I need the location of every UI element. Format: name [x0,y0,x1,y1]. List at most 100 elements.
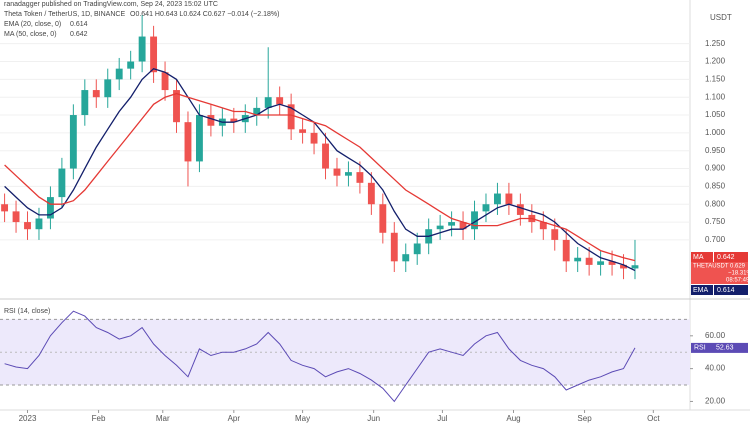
y-tick-label: 1.100 [705,92,726,101]
close-tag-value: 0.629 [730,264,746,270]
x-tick-label: Jun [367,414,380,423]
rsi-tag-name: RSI [694,345,706,352]
x-tick-label: Jul [437,414,447,423]
rsi-tag-value: 52.63 [716,345,734,352]
indicator-line [4,67,636,272]
candle-body [92,90,100,98]
x-tick-label: 2023 [19,414,37,423]
publisher: ranadagger published on TradingView.com,… [4,1,218,8]
y-tick-label: 0.700 [705,235,726,244]
rsi-tag [691,342,748,353]
rsi-line [4,310,636,403]
candle-body [299,129,307,133]
candle-body [539,222,547,230]
candle-body [173,90,180,123]
candle-body [585,257,593,265]
candle-body [436,225,444,230]
price-tag [691,252,713,262]
candle-body [390,232,398,262]
candle-body [631,265,639,269]
candle-body [35,218,43,230]
candle-body [207,115,215,126]
legend-value: 0.642 [70,31,88,38]
candle-body [81,90,89,116]
candle-body [115,68,123,80]
candle-body [448,222,456,226]
candle-body [471,211,478,230]
y-tick-label: 1.250 [705,39,726,48]
y-tick-label: 0.750 [705,217,726,226]
candle-body [195,115,203,162]
candle-body [345,172,352,176]
candle-body [413,243,421,255]
legend-value: 0.614 [70,21,88,28]
candle-body [402,254,410,262]
candle-body [482,204,490,212]
x-tick-label: Aug [506,414,520,423]
candle-body [608,261,616,265]
candle-body [253,107,261,116]
x-tick-label: Oct [647,414,660,423]
x-tick-label: Mar [156,414,170,423]
symbol-tag: THETAUSDT [693,264,729,270]
candle-body [494,193,501,205]
candle-body [620,264,627,269]
candle-body [516,204,524,215]
y-tick-label: 40.00 [705,364,726,373]
symbol-title: Theta Token / TetherUS, 1D, BINANCE [4,11,125,18]
y-tick-label: 1.200 [705,57,726,66]
legend-entry: MA (50, close, 0) [4,31,57,38]
candle-body [24,222,31,230]
x-tick-label: May [295,414,310,423]
ohlc-legend: O0.641 H0.643 L0.624 C0.627 −0.014 (−2.1… [130,11,279,18]
price-tag-box [691,262,748,284]
candle-body [505,193,513,205]
candle-body [150,36,158,73]
price-tag-value-box [714,252,748,262]
candle-body [127,61,135,69]
legend-entry: EMA (20, close, 0) [4,21,61,28]
candle-body [367,182,375,205]
candle-body [69,115,77,169]
candle-body [287,104,295,130]
y-tick-label: 1.050 [705,110,726,119]
price-tag [691,285,713,295]
candle-body [459,222,467,230]
candle-body [379,204,387,233]
price-tag-value-box [714,285,748,295]
rsi-legend: RSI (14, close) [4,308,50,315]
candle-body [1,204,9,212]
candle-body [356,172,364,183]
candle-body [276,97,284,105]
candle-body [333,168,341,176]
candle-body [46,197,54,219]
price-tag-name: MA [693,254,704,261]
x-tick-label: Sep [577,414,592,423]
change-tag: −18.31% [728,271,750,277]
candle-body [138,36,146,62]
countdown-tag: 08:57:49 [726,278,750,284]
unit-label: USDT [710,13,732,22]
y-tick-label: 20.00 [705,397,726,406]
candle-body [12,211,20,223]
y-tick-label: 0.950 [705,146,726,155]
y-tick-label: 0.800 [705,199,726,208]
candle-body [310,132,318,144]
y-tick-label: 60.00 [705,331,726,340]
indicator-line [4,92,636,262]
price-tag-name: EMA [693,287,709,294]
candle-body [230,118,238,123]
candle-body [104,79,112,98]
candle-body [184,122,192,162]
x-tick-label: Feb [92,414,106,423]
candle-body [264,97,272,108]
candle-body [58,168,66,198]
candle-body [551,229,559,240]
candle-body [161,72,169,91]
y-tick-label: 1.000 [705,128,726,137]
price-tag-value: 0.642 [717,254,735,261]
x-tick-label: Apr [228,414,241,423]
y-tick-label: 0.900 [705,164,726,173]
candle-body [597,261,605,265]
